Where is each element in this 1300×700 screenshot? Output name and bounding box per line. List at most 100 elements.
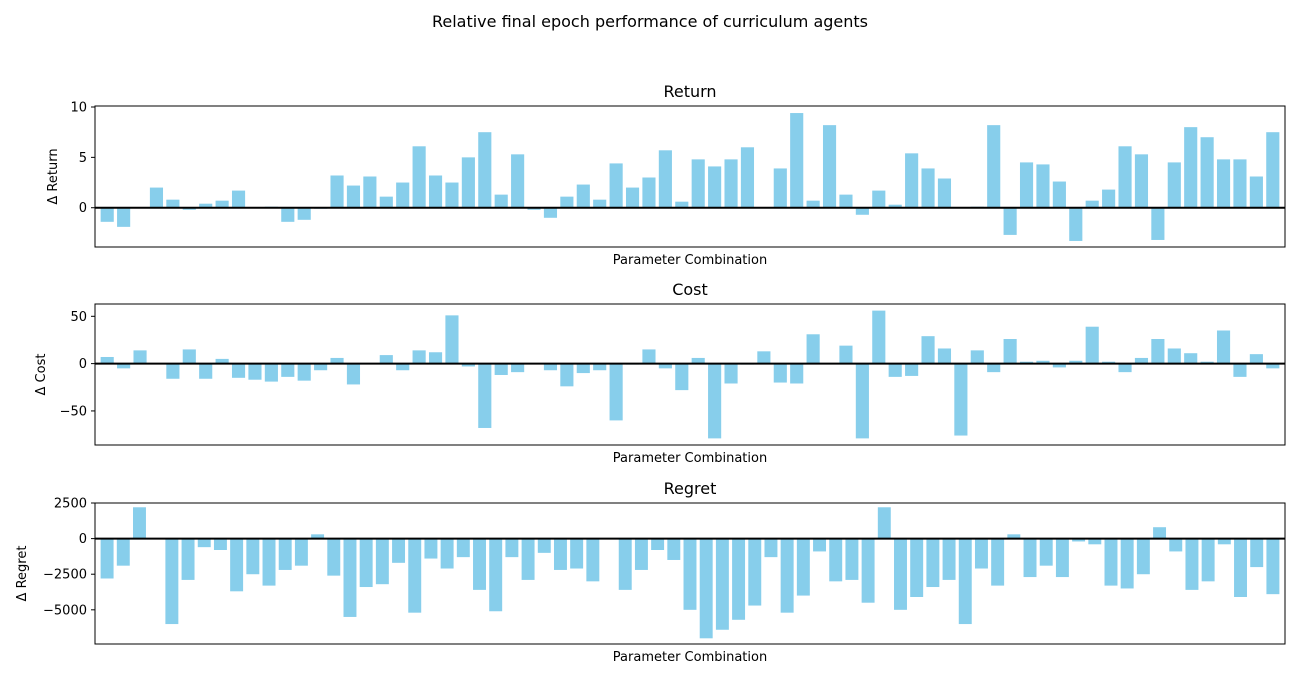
bar-return-36 — [691, 159, 705, 208]
bar-cost-46 — [855, 363, 869, 439]
chart-panel-regret: −5000 −2500 0 2500 Regret Parameter Combinati… — [15, 479, 1286, 665]
bar-return-58 — [1052, 181, 1066, 208]
bar-cost-12 — [297, 363, 311, 381]
bar-return-46 — [855, 207, 869, 215]
y-tick-label: 0 — [79, 357, 87, 372]
bar-return-15 — [346, 185, 361, 208]
bar-cost-29 — [576, 363, 590, 374]
bar-return-27 — [543, 207, 558, 218]
y-axis-label: Δ Regret — [15, 546, 30, 602]
bar-regret-72 — [1266, 538, 1280, 595]
bar-regret-47 — [861, 538, 875, 603]
bar-regret-7 — [213, 538, 227, 550]
bar-regret-46 — [845, 538, 859, 580]
bar-return-30 — [593, 199, 607, 208]
bar-regret-6 — [197, 538, 211, 548]
bar-cost-33 — [642, 349, 656, 364]
bar-regret-25 — [505, 538, 519, 558]
bar-return-57 — [1036, 164, 1050, 208]
bar-return-32 — [625, 187, 640, 208]
bar-return-19 — [412, 146, 426, 208]
bar-cost-58 — [1052, 363, 1066, 368]
chart-title: Return — [663, 82, 716, 101]
bar-return-33 — [642, 177, 656, 208]
bar-return-29 — [576, 184, 590, 208]
bar-cost-68 — [1216, 330, 1231, 364]
bar-regret-32 — [618, 538, 632, 590]
bar-return-14 — [330, 175, 344, 208]
bar-cost-38 — [724, 363, 738, 384]
bar-cost-57 — [1036, 360, 1050, 364]
bar-regret-58 — [1039, 538, 1053, 566]
bar-cost-54 — [987, 363, 1001, 373]
bar-return-17 — [379, 196, 393, 208]
bar-return-21 — [445, 182, 459, 208]
bar-cost-6 — [199, 363, 213, 379]
chart-title: Regret — [664, 479, 717, 498]
bar-return-12 — [297, 207, 311, 220]
x-axis-label: Parameter Combination — [613, 253, 767, 268]
bar-regret-67 — [1185, 538, 1199, 590]
bar-cost-65 — [1167, 348, 1181, 364]
bar-cost-24 — [494, 363, 508, 375]
bar-cost-23 — [478, 363, 492, 428]
bar-cost-7 — [215, 358, 229, 364]
bar-return-67 — [1200, 137, 1214, 208]
bar-cost-25 — [511, 363, 525, 373]
bar-return-56 — [1019, 162, 1034, 208]
bar-cost-59 — [1069, 360, 1083, 364]
bar-return-20 — [428, 175, 443, 208]
bar-regret-14 — [327, 538, 341, 576]
bar-cost-31 — [609, 363, 623, 421]
bar-regret-19 — [408, 538, 422, 613]
bar-regret-49 — [894, 538, 907, 610]
bar-return-60 — [1085, 200, 1099, 208]
y-tick-label: 0 — [79, 532, 87, 547]
bar-regret-18 — [392, 538, 406, 563]
bar-return-61 — [1102, 189, 1116, 208]
axes-frame — [94, 502, 1286, 645]
bar-regret-69 — [1217, 538, 1231, 545]
bar-regret-22 — [456, 538, 470, 558]
chart-title: Cost — [672, 280, 708, 299]
bar-regret-28 — [553, 538, 567, 570]
bar-regret-34 — [651, 538, 665, 550]
bar-cost-0 — [100, 356, 114, 364]
bar-return-42 — [790, 113, 804, 208]
bar-cost-71 — [1266, 363, 1280, 369]
bar-regret-10 — [262, 538, 276, 586]
bar-cost-27 — [543, 363, 558, 371]
bar-regret-40 — [748, 538, 762, 606]
bar-cost-62 — [1118, 363, 1132, 373]
bar-regret-24 — [489, 538, 503, 612]
bar-cost-43 — [806, 334, 820, 364]
bar-return-45 — [839, 194, 853, 208]
bar-regret-0 — [100, 538, 114, 579]
bar-return-43 — [806, 200, 820, 208]
bar-regret-11 — [278, 538, 292, 570]
bar-return-41 — [773, 168, 787, 208]
bar-regret-5 — [181, 538, 195, 580]
bar-return-28 — [560, 196, 574, 208]
y-tick-label: 0 — [79, 201, 87, 216]
bar-regret-54 — [974, 538, 988, 569]
bar-regret-38 — [715, 538, 729, 630]
bar-regret-53 — [958, 538, 972, 625]
bar-regret-50 — [910, 538, 924, 597]
bar-regret-16 — [359, 538, 373, 588]
bar-cost-35 — [675, 363, 689, 391]
bar-return-71 — [1266, 132, 1280, 208]
bar-cost-40 — [757, 351, 771, 364]
bar-cost-2 — [133, 350, 147, 364]
bar-cost-20 — [428, 352, 443, 364]
bar-regret-43 — [796, 538, 810, 596]
bar-return-1 — [117, 207, 131, 227]
bar-cost-60 — [1085, 326, 1099, 364]
bar-cost-1 — [117, 363, 131, 369]
y-tick-label: −5000 — [43, 603, 87, 618]
bar-return-7 — [215, 200, 229, 208]
bar-regret-70 — [1234, 538, 1247, 597]
bar-cost-34 — [658, 363, 672, 369]
bar-regret-17 — [375, 538, 389, 585]
bar-regret-1 — [116, 538, 130, 566]
